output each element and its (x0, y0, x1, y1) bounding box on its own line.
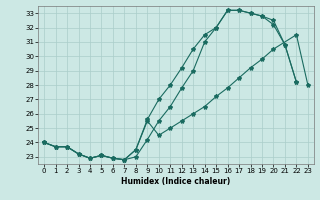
X-axis label: Humidex (Indice chaleur): Humidex (Indice chaleur) (121, 177, 231, 186)
